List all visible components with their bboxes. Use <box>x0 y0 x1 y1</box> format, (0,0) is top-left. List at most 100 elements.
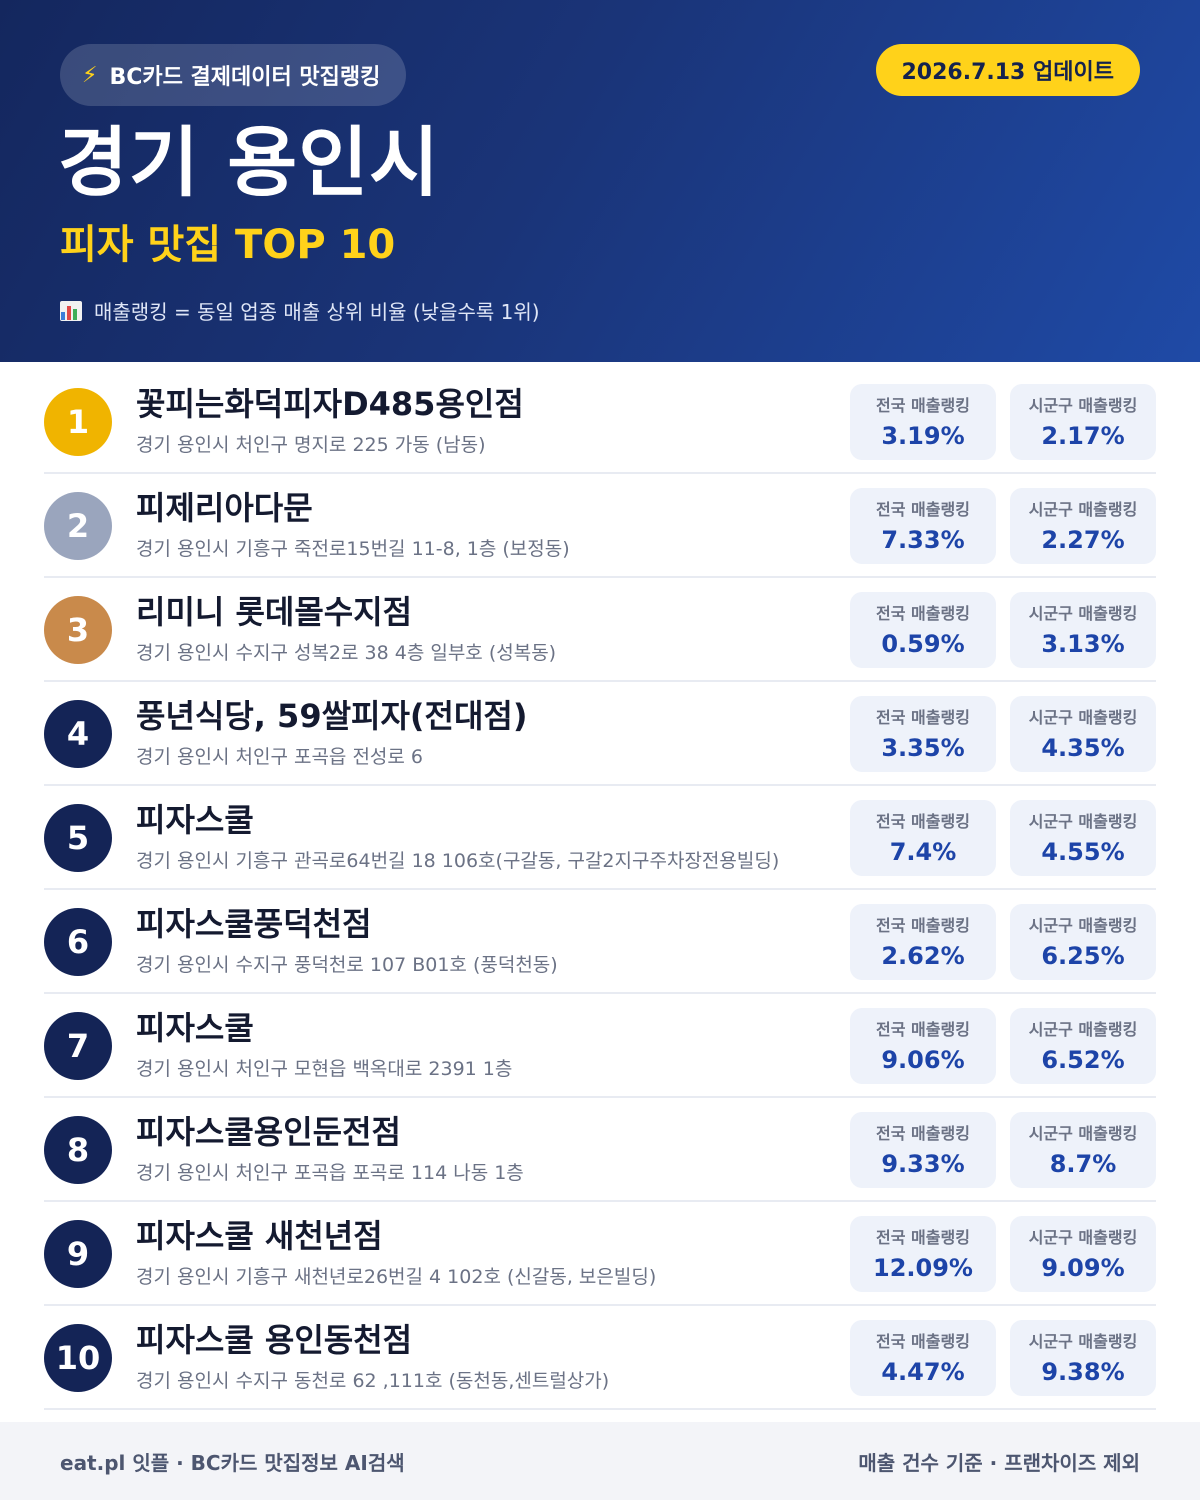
national-ranking-value: 4.47% <box>881 1358 965 1386</box>
national-ranking-value: 3.35% <box>881 734 965 762</box>
restaurant-name: 피자스쿨 새천년점 <box>136 1217 383 1255</box>
restaurant-address: 경기 용인시 수지구 동천로 62 ,111호 (동천동,센트럴상가) <box>136 1370 610 1392</box>
national-ranking-box: 전국 매출랭킹 4.47% <box>850 1320 996 1396</box>
regional-ranking-label: 시군구 매출랭킹 <box>1028 1332 1138 1351</box>
national-ranking-box: 전국 매출랭킹 9.33% <box>850 1112 996 1188</box>
regional-ranking-label: 시군구 매출랭킹 <box>1028 396 1138 415</box>
regional-ranking-label: 시군구 매출랭킹 <box>1028 1228 1138 1247</box>
restaurant-name: 피자스쿨 <box>136 801 254 839</box>
list-item[interactable]: 5 피자스쿨 경기 용인시 기흥구 관곡로64번길 18 106호(구갈동, 구… <box>44 786 1156 890</box>
rank-badge: 7 <box>44 1012 112 1080</box>
list-item[interactable]: 7 피자스쿨 경기 용인시 처인구 모현읍 백옥대로 2391 1층 전국 매출… <box>44 994 1156 1098</box>
national-ranking-label: 전국 매출랭킹 <box>876 916 970 935</box>
regional-ranking-value: 4.55% <box>1041 838 1125 866</box>
regional-ranking-box: 시군구 매출랭킹 6.25% <box>1010 904 1156 980</box>
restaurant-address: 경기 용인시 처인구 포곡읍 전성로 6 <box>136 746 424 768</box>
restaurant-address: 경기 용인시 기흥구 새천년로26번길 4 102호 (신갈동, 보은빌딩) <box>136 1266 657 1288</box>
restaurant-address: 경기 용인시 처인구 명지로 225 가동 (남동) <box>136 434 486 456</box>
rank-badge: 3 <box>44 596 112 664</box>
rank-badge: 2 <box>44 492 112 560</box>
national-ranking-value: 7.33% <box>881 526 965 554</box>
rank-badge: 5 <box>44 804 112 872</box>
regional-ranking-value: 6.52% <box>1041 1046 1125 1074</box>
rank-badge: 10 <box>44 1324 112 1392</box>
source-label: BC카드 결제데이터 맛집랭킹 <box>109 65 381 90</box>
rank-badge: 1 <box>44 388 112 456</box>
regional-ranking-label: 시군구 매출랭킹 <box>1028 1124 1138 1143</box>
restaurant-name: 리미니 롯데몰수지점 <box>136 593 413 631</box>
regional-ranking-box: 시군구 매출랭킹 4.55% <box>1010 800 1156 876</box>
restaurant-name: 피제리아다문 <box>136 489 313 527</box>
restaurant-address: 경기 용인시 기흥구 관곡로64번길 18 106호(구갈동, 구갈2지구주차장… <box>136 850 780 872</box>
list-item[interactable]: 6 피자스쿨풍덕천점 경기 용인시 수지구 풍덕천로 107 B01호 (풍덕천… <box>44 890 1156 994</box>
ranking-note-text: 매출랭킹 = 동일 업종 매출 상위 비율 (낮을수록 1위) <box>94 300 540 324</box>
national-ranking-value: 0.59% <box>881 630 965 658</box>
national-ranking-label: 전국 매출랭킹 <box>876 708 970 727</box>
footer: eat.pl 잇플 · BC카드 맛집정보 AI검색 매출 건수 기준 · 프랜… <box>0 1422 1200 1500</box>
regional-ranking-box: 시군구 매출랭킹 9.38% <box>1010 1320 1156 1396</box>
restaurant-address: 경기 용인시 수지구 성복2로 38 4층 일부호 (성복동) <box>136 642 557 664</box>
national-ranking-value: 7.4% <box>889 838 957 866</box>
lightning-icon: ⚡ <box>82 62 98 88</box>
national-ranking-box: 전국 매출랭킹 7.4% <box>850 800 996 876</box>
national-ranking-label: 전국 매출랭킹 <box>876 604 970 623</box>
regional-ranking-value: 6.25% <box>1041 942 1125 970</box>
national-ranking-box: 전국 매출랭킹 7.33% <box>850 488 996 564</box>
regional-ranking-box: 시군구 매출랭킹 2.27% <box>1010 488 1156 564</box>
restaurant-address: 경기 용인시 기흥구 죽전로15번길 11-8, 1층 (보정동) <box>136 538 570 560</box>
footer-criteria: 매출 건수 기준 · 프랜차이즈 제외 <box>858 1450 1140 1475</box>
list-item[interactable]: 1 꽃피는화덕피자D485용인점 경기 용인시 처인구 명지로 225 가동 (… <box>44 370 1156 474</box>
national-ranking-box: 전국 매출랭킹 0.59% <box>850 592 996 668</box>
regional-ranking-value: 9.38% <box>1041 1358 1125 1386</box>
restaurant-address: 경기 용인시 처인구 포곡읍 포곡로 114 나동 1층 <box>136 1162 524 1184</box>
national-ranking-value: 3.19% <box>881 422 965 450</box>
page-title: 경기 용인시 <box>58 118 441 207</box>
rank-badge: 8 <box>44 1116 112 1184</box>
national-ranking-label: 전국 매출랭킹 <box>876 812 970 831</box>
regional-ranking-box: 시군구 매출랭킹 8.7% <box>1010 1112 1156 1188</box>
list-item[interactable]: 10 피자스쿨 용인동천점 경기 용인시 수지구 동천로 62 ,111호 (동… <box>44 1306 1156 1410</box>
list-item[interactable]: 4 풍년식당, 59쌀피자(전대점) 경기 용인시 처인구 포곡읍 전성로 6 … <box>44 682 1156 786</box>
restaurant-address: 경기 용인시 처인구 모현읍 백옥대로 2391 1층 <box>136 1058 513 1080</box>
restaurant-name: 꽃피는화덕피자D485용인점 <box>136 385 524 423</box>
page-subtitle: 피자 맛집 TOP 10 <box>60 222 396 268</box>
national-ranking-box: 전국 매출랭킹 3.35% <box>850 696 996 772</box>
national-ranking-label: 전국 매출랭킹 <box>876 1020 970 1039</box>
regional-ranking-label: 시군구 매출랭킹 <box>1028 604 1138 623</box>
restaurant-name: 피자스쿨 <box>136 1009 254 1047</box>
list-item[interactable]: 2 피제리아다문 경기 용인시 기흥구 죽전로15번길 11-8, 1층 (보정… <box>44 474 1156 578</box>
ranking-note: 매출랭킹 = 동일 업종 매출 상위 비율 (낮을수록 1위) <box>60 296 540 325</box>
regional-ranking-label: 시군구 매출랭킹 <box>1028 708 1138 727</box>
restaurant-name: 풍년식당, 59쌀피자(전대점) <box>136 697 528 735</box>
national-ranking-value: 9.06% <box>881 1046 965 1074</box>
regional-ranking-box: 시군구 매출랭킹 4.35% <box>1010 696 1156 772</box>
list-item[interactable]: 3 리미니 롯데몰수지점 경기 용인시 수지구 성복2로 38 4층 일부호 (… <box>44 578 1156 682</box>
restaurant-address: 경기 용인시 수지구 풍덕천로 107 B01호 (풍덕천동) <box>136 954 558 976</box>
rank-badge: 9 <box>44 1220 112 1288</box>
list-item[interactable]: 8 피자스쿨용인둔전점 경기 용인시 처인구 포곡읍 포곡로 114 나동 1층… <box>44 1098 1156 1202</box>
national-ranking-box: 전국 매출랭킹 9.06% <box>850 1008 996 1084</box>
regional-ranking-label: 시군구 매출랭킹 <box>1028 500 1138 519</box>
regional-ranking-box: 시군구 매출랭킹 2.17% <box>1010 384 1156 460</box>
list-item[interactable]: 9 피자스쿨 새천년점 경기 용인시 기흥구 새천년로26번길 4 102호 (… <box>44 1202 1156 1306</box>
regional-ranking-value: 2.27% <box>1041 526 1125 554</box>
restaurant-name: 피자스쿨용인둔전점 <box>136 1113 401 1151</box>
regional-ranking-value: 8.7% <box>1049 1150 1117 1178</box>
national-ranking-label: 전국 매출랭킹 <box>876 1124 970 1143</box>
rank-badge: 4 <box>44 700 112 768</box>
national-ranking-value: 9.33% <box>881 1150 965 1178</box>
national-ranking-box: 전국 매출랭킹 2.62% <box>850 904 996 980</box>
regional-ranking-value: 4.35% <box>1041 734 1125 762</box>
national-ranking-label: 전국 매출랭킹 <box>876 500 970 519</box>
regional-ranking-box: 시군구 매출랭킹 3.13% <box>1010 592 1156 668</box>
regional-ranking-box: 시군구 매출랭킹 6.52% <box>1010 1008 1156 1084</box>
regional-ranking-box: 시군구 매출랭킹 9.09% <box>1010 1216 1156 1292</box>
national-ranking-value: 2.62% <box>881 942 965 970</box>
national-ranking-label: 전국 매출랭킹 <box>876 1332 970 1351</box>
regional-ranking-value: 3.13% <box>1041 630 1125 658</box>
regional-ranking-value: 9.09% <box>1041 1254 1125 1282</box>
regional-ranking-label: 시군구 매출랭킹 <box>1028 812 1138 831</box>
footer-source: eat.pl 잇플 · BC카드 맛집정보 AI검색 <box>60 1450 405 1475</box>
national-ranking-box: 전국 매출랭킹 12.09% <box>850 1216 996 1292</box>
regional-ranking-value: 2.17% <box>1041 422 1125 450</box>
